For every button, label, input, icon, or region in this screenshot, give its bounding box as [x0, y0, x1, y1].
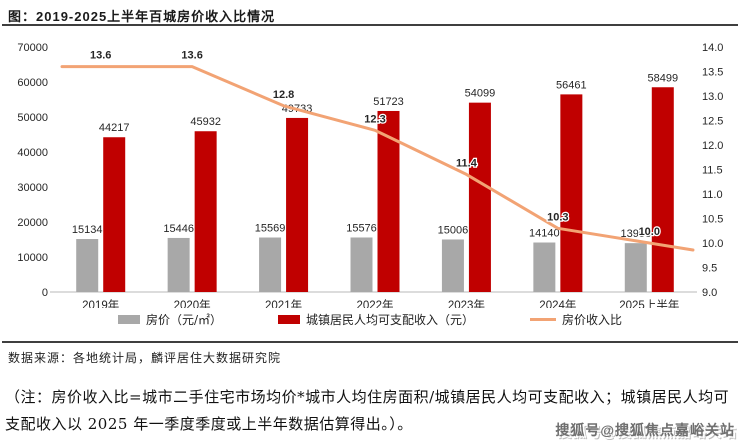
bar-value-label: 15134 — [72, 224, 103, 236]
ratio-point-label: 12.8 — [273, 89, 294, 101]
bar-value-label: 15569 — [255, 223, 286, 235]
bar-value-label: 15006 — [438, 224, 469, 236]
y-axis-left-tick: 20000 — [17, 217, 48, 229]
ratio-point-label: 13.6 — [181, 50, 202, 62]
chart-canvas: 0 10000 20000 30000 40000 50000 60000 70000 9.0 9… — [17, 42, 723, 312]
bar-value-label: 45932 — [190, 116, 221, 128]
legend-label: 城镇居民人均可支配收入（元） — [306, 313, 475, 327]
y-axis-right-tick: 9.5 — [702, 263, 717, 275]
y-axis-right-tick: 10.0 — [702, 238, 723, 250]
y-axis-right-tick: 13.0 — [702, 91, 723, 103]
bar-house-price — [624, 243, 647, 292]
data-source-text: 数据来源：各地统计局，麟评居住大数据研究院 — [8, 351, 282, 365]
bar-income — [468, 102, 491, 292]
y-axis-right-tick: 11.0 — [702, 189, 723, 201]
bar-house-price — [167, 237, 190, 292]
bar-value-label: 54099 — [465, 88, 496, 100]
bar-value-label: 14140 — [529, 228, 560, 240]
x-axis-label: 2020年 — [174, 298, 211, 308]
x-axis-label: 2023年 — [448, 298, 485, 308]
y-axis-left-tick: 30000 — [17, 182, 48, 194]
ratio-point-label: 10.3 — [547, 211, 568, 223]
x-axis-label: 2021年 — [265, 298, 302, 308]
ratio-point-label: 10.0 — [639, 226, 660, 238]
bar-value-label: 56461 — [556, 79, 587, 91]
bar-income — [286, 117, 309, 292]
bar-value-label: 51723 — [373, 96, 404, 108]
legend-item-house-price: 房价（元/㎡） — [117, 311, 222, 328]
ratio-line — [60, 65, 695, 252]
y-axis-left-tick: 70000 — [17, 42, 48, 54]
bar-house-price — [441, 239, 464, 292]
bar-income — [651, 87, 674, 292]
legend-bar-swatch — [278, 315, 300, 324]
ratio-point-label: 12.3 — [364, 113, 385, 125]
y-axis-left-tick: 50000 — [17, 112, 48, 124]
legend-item-income: 城镇居民人均可支配收入（元） — [278, 311, 474, 328]
bar-house-price — [259, 237, 282, 292]
y-axis-right-tick: 9.0 — [702, 287, 717, 299]
bar-income — [103, 137, 126, 292]
footnote-text: （注：房价收入比=城市二手住宅市场均价*城市人均住房面积/城镇居民人均可支配收入… — [5, 388, 730, 433]
bar-value-label: 13956 — [620, 228, 651, 240]
legend-label: 房价收入比 — [562, 313, 623, 327]
bar-house-price — [76, 239, 99, 292]
bar-value-label: 58499 — [647, 72, 678, 84]
x-axis-label: 2025上半年 — [619, 298, 679, 308]
bar-value-label: 15446 — [163, 223, 194, 235]
y-axis-right-tick: 12.0 — [702, 140, 723, 152]
chart-legend: 房价（元/㎡） 城镇居民人均可支配收入（元） 房价收入比 — [0, 311, 740, 328]
price-income-chart: 0 10000 20000 30000 40000 50000 60000 70000 9.0 9… — [0, 28, 740, 312]
x-axis-label: 2024年 — [539, 298, 576, 308]
y-axis-left-tick: 40000 — [17, 147, 48, 159]
legend-item-ratio: 房价收入比 — [530, 311, 622, 328]
legend-line-swatch — [530, 318, 557, 321]
y-axis-right-tick: 14.0 — [702, 42, 723, 54]
bar-income — [560, 94, 583, 292]
bar-income — [377, 110, 400, 292]
x-axis-label: 2019年 — [82, 298, 119, 308]
y-axis-left-tick: 60000 — [17, 77, 48, 89]
title-divider — [2, 24, 738, 26]
y-axis-right-tick: 10.5 — [702, 214, 723, 226]
bar-house-price — [350, 237, 373, 292]
y-axis-right-tick: 12.5 — [702, 116, 723, 128]
bar-value-label: 44217 — [99, 122, 130, 134]
ratio-point-label: 11.4 — [456, 157, 478, 169]
bar-value-label: 15576 — [346, 222, 377, 234]
y-axis-right-tick: 13.5 — [702, 67, 723, 79]
bar-house-price — [533, 242, 556, 292]
y-axis-left-tick: 10000 — [17, 252, 48, 264]
x-axis-label: 2022年 — [356, 298, 393, 308]
watermark-text: 搜狐号@搜狐焦点嘉峪关站 — [555, 422, 735, 438]
legend-label: 房价（元/㎡） — [145, 313, 222, 327]
source-divider — [2, 341, 738, 343]
ratio-point-label: 13.6 — [90, 50, 111, 62]
page-title: 图：2019-2025上半年百城房价收入比情况 — [8, 9, 276, 24]
legend-bar-swatch — [117, 315, 140, 324]
bar-income — [194, 131, 217, 292]
y-axis-right-tick: 11.5 — [702, 165, 723, 177]
y-axis-left-tick: 0 — [42, 287, 48, 299]
